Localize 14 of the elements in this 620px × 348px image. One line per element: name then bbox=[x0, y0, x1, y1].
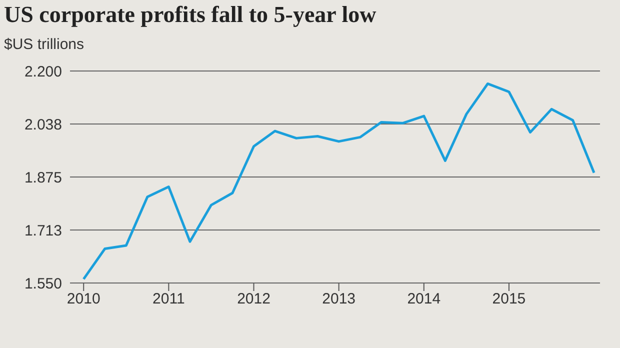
x-tick-label: 2015 bbox=[492, 290, 526, 308]
chart-title: US corporate profits fall to 5-year low bbox=[4, 2, 376, 28]
y-tick-label: 1.875 bbox=[24, 169, 62, 186]
y-tick-label: 1.550 bbox=[24, 275, 62, 292]
x-tick-label: 2014 bbox=[407, 290, 441, 308]
y-tick-label: 1.713 bbox=[24, 222, 62, 240]
y-tick-label: 2.200 bbox=[24, 63, 62, 80]
x-tick-label: 2011 bbox=[152, 290, 185, 308]
y-axis-title: $US trillions bbox=[4, 36, 84, 53]
x-tick-label: 2012 bbox=[237, 290, 270, 308]
x-tick-label: 2013 bbox=[322, 290, 356, 308]
x-tick-label: 2010 bbox=[66, 290, 100, 308]
line-series bbox=[82, 82, 596, 280]
y-tick-label: 2.038 bbox=[24, 116, 62, 134]
